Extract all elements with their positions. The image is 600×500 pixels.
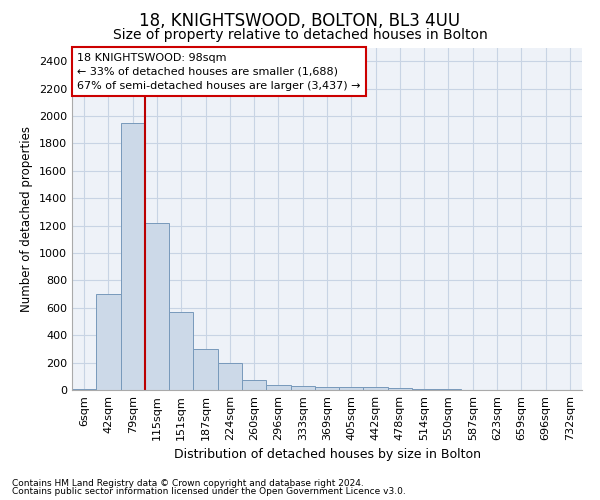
Bar [145,223,169,390]
Bar [339,386,364,390]
Bar [266,384,290,390]
Bar [242,380,266,390]
Text: Contains HM Land Registry data © Crown copyright and database right 2024.: Contains HM Land Registry data © Crown c… [12,478,364,488]
Text: 18 KNIGHTSWOOD: 98sqm
← 33% of detached houses are smaller (1,688)
67% of semi-d: 18 KNIGHTSWOOD: 98sqm ← 33% of detached … [77,52,361,90]
Bar [412,388,436,390]
Bar [290,386,315,390]
Bar [96,294,121,390]
X-axis label: Distribution of detached houses by size in Bolton: Distribution of detached houses by size … [173,448,481,462]
Bar [72,388,96,390]
Bar [121,123,145,390]
Text: Contains public sector information licensed under the Open Government Licence v3: Contains public sector information licen… [12,487,406,496]
Bar [169,312,193,390]
Bar [193,349,218,390]
Text: Size of property relative to detached houses in Bolton: Size of property relative to detached ho… [113,28,487,42]
Bar [218,362,242,390]
Text: 18, KNIGHTSWOOD, BOLTON, BL3 4UU: 18, KNIGHTSWOOD, BOLTON, BL3 4UU [139,12,461,30]
Bar [315,386,339,390]
Y-axis label: Number of detached properties: Number of detached properties [20,126,34,312]
Bar [364,388,388,390]
Bar [388,388,412,390]
